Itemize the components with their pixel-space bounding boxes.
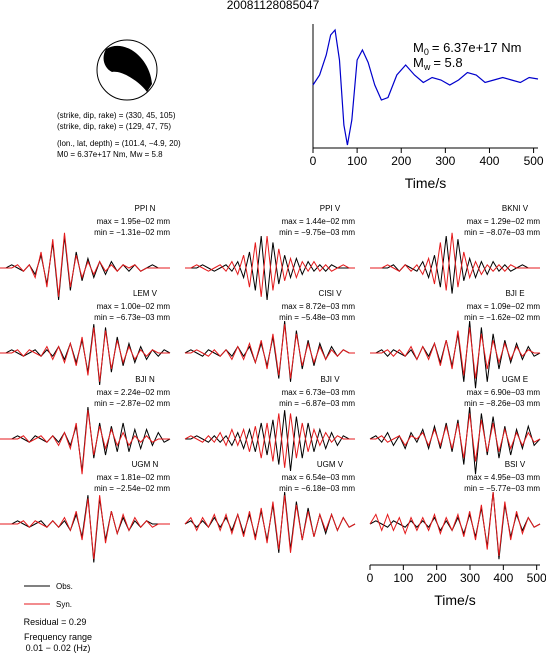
min-amplitude: min = −8.26e−03 mm bbox=[464, 399, 540, 408]
mechanism-2: (strike, dip, rake) = (129, 47, 75) bbox=[57, 122, 171, 131]
synthetic-trace bbox=[0, 232, 170, 297]
synthetic-trace bbox=[185, 235, 355, 297]
max-amplitude: max = 8.72e−03 mm bbox=[282, 302, 356, 311]
min-amplitude: min = −5.48e−03 mm bbox=[279, 313, 355, 322]
station: BKNI V bbox=[502, 204, 529, 213]
station: UGM N bbox=[132, 460, 159, 469]
min-amplitude: min = −2.87e−02 mm bbox=[94, 399, 170, 408]
x-tick-label: 100 bbox=[393, 571, 413, 585]
x-tick-label: 0 bbox=[310, 154, 317, 168]
x-tick-label: 400 bbox=[479, 154, 499, 168]
synthetic-trace bbox=[370, 413, 541, 462]
station: UGM V bbox=[317, 460, 344, 469]
max-amplitude: max = 6.54e−03 mm bbox=[282, 473, 356, 482]
max-amplitude: max = 1.44e−02 mm bbox=[282, 217, 356, 226]
max-amplitude: max = 1.00e−02 mm bbox=[97, 302, 171, 311]
synthetic-trace bbox=[0, 495, 170, 560]
mechanism-1: (strike, dip, rake) = (330, 45, 105) bbox=[57, 111, 176, 120]
station: PPI V bbox=[320, 204, 341, 213]
x-tick-label: 300 bbox=[435, 154, 455, 168]
synthetic-trace bbox=[369, 491, 541, 557]
synthetic-trace bbox=[184, 495, 356, 553]
legend-label: Syn. bbox=[56, 600, 72, 609]
observed-trace bbox=[0, 495, 170, 563]
synthetic-trace bbox=[370, 327, 540, 379]
synthetic-trace bbox=[185, 324, 355, 379]
min-amplitude: min = −1.31e−02 mm bbox=[94, 228, 170, 237]
min-amplitude: min = −6.18e−03 mm bbox=[279, 484, 355, 493]
synthetic-trace bbox=[184, 413, 355, 468]
observed-trace bbox=[370, 235, 540, 294]
x-axis-label: Time/s bbox=[405, 175, 446, 191]
location: (lon., lat, depth) = (101.4, −4.9, 20) bbox=[57, 139, 181, 148]
x-tick-label: 0 bbox=[367, 571, 374, 585]
max-amplitude: max = 4.95e−03 mm bbox=[467, 473, 541, 482]
x-tick-label: 500 bbox=[527, 571, 546, 585]
x-tick-label: 300 bbox=[460, 571, 480, 585]
max-amplitude: max = 6.73e−03 mm bbox=[282, 388, 356, 397]
max-amplitude: max = 2.24e−02 mm bbox=[97, 388, 171, 397]
max-amplitude: max = 1.81e−02 mm bbox=[97, 473, 171, 482]
min-amplitude: min = −1.62e−02 mm bbox=[464, 313, 540, 322]
station: CISI V bbox=[318, 289, 342, 298]
observed-trace bbox=[185, 410, 355, 472]
min-amplitude: min = −6.73e−03 mm bbox=[94, 313, 170, 322]
moment-summary: M0 = 6.37e+17 Nm, Mw = 5.8 bbox=[57, 150, 163, 159]
min-amplitude: min = −5.77e−03 mm bbox=[464, 484, 540, 493]
min-amplitude: min = −8.07e−03 mm bbox=[464, 228, 540, 237]
x-tick-label: 200 bbox=[427, 571, 447, 585]
residual: Residual = 0.29 bbox=[24, 617, 87, 627]
legend-label: Obs. bbox=[56, 582, 73, 591]
min-amplitude: min = −2.54e−02 mm bbox=[94, 484, 170, 493]
frequency-range: 0.01 − 0.02 (Hz) bbox=[26, 643, 91, 653]
station: PPI N bbox=[135, 204, 156, 213]
stf-line bbox=[312, 28, 539, 146]
max-amplitude: max = 1.09e−02 mm bbox=[467, 302, 541, 311]
station: BJI E bbox=[505, 289, 524, 298]
station: BSI V bbox=[505, 460, 526, 469]
max-amplitude: max = 6.90e−03 mm bbox=[467, 388, 541, 397]
x-tick-label: 400 bbox=[493, 571, 513, 585]
moment: M0 = 6.37e+17 Nm bbox=[413, 40, 521, 57]
beach-ball bbox=[96, 39, 158, 101]
frequency-label: Frequency range bbox=[24, 632, 92, 642]
title: 20081128085047 bbox=[227, 0, 320, 12]
station: BJI N bbox=[135, 375, 155, 384]
min-amplitude: min = −6.87e−03 mm bbox=[279, 399, 355, 408]
station: BJI V bbox=[320, 375, 340, 384]
station: LEM V bbox=[133, 289, 158, 298]
synthetic-trace bbox=[0, 327, 170, 382]
max-amplitude: max = 1.95e−02 mm bbox=[97, 217, 171, 226]
synthetic-trace bbox=[0, 410, 170, 475]
x-tick-label: 200 bbox=[391, 154, 411, 168]
observed-trace bbox=[185, 235, 355, 301]
x-tick-label: 100 bbox=[347, 154, 367, 168]
synthetic-trace bbox=[370, 232, 540, 291]
station: UGM E bbox=[502, 375, 528, 384]
max-amplitude: max = 1.29e−02 mm bbox=[467, 217, 541, 226]
magnitude: Mw = 5.8 bbox=[413, 55, 463, 72]
x-axis-label: Time/s bbox=[434, 592, 475, 608]
min-amplitude: min = −9.75e−03 mm bbox=[279, 228, 355, 237]
x-tick-label: 500 bbox=[524, 154, 544, 168]
